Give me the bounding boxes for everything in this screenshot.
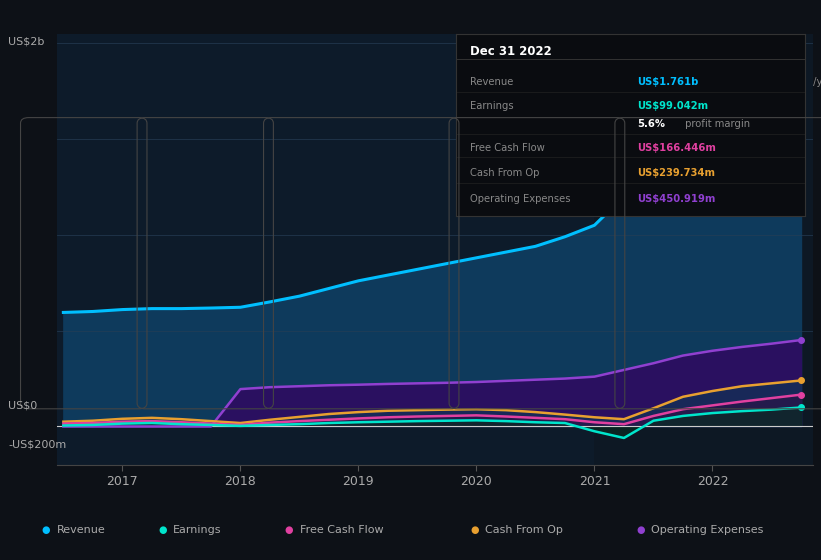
Text: ●: ● — [285, 525, 293, 535]
Text: Revenue: Revenue — [470, 77, 513, 87]
Text: /yr: /yr — [810, 77, 821, 87]
Text: US$239.734m: US$239.734m — [637, 169, 715, 178]
Text: Earnings: Earnings — [173, 525, 222, 535]
Text: -US$200m: -US$200m — [8, 440, 67, 450]
Text: Cash From Op: Cash From Op — [485, 525, 563, 535]
Text: ●: ● — [158, 525, 167, 535]
Text: Earnings: Earnings — [470, 101, 513, 111]
Text: US$450.919m: US$450.919m — [637, 194, 715, 204]
Text: US$99.042m: US$99.042m — [637, 101, 709, 111]
Bar — [594, 34, 813, 465]
Text: ●: ● — [470, 525, 479, 535]
Text: US$166.446m: US$166.446m — [637, 143, 716, 153]
Text: ●: ● — [636, 525, 644, 535]
Text: Free Cash Flow: Free Cash Flow — [300, 525, 383, 535]
Text: Operating Expenses: Operating Expenses — [470, 194, 570, 204]
Text: US$0: US$0 — [8, 400, 38, 410]
Text: US$1.761b: US$1.761b — [637, 77, 699, 87]
Text: Free Cash Flow: Free Cash Flow — [470, 143, 544, 153]
Text: Revenue: Revenue — [57, 525, 105, 535]
Text: US$2b: US$2b — [8, 36, 44, 46]
Text: Dec 31 2022: Dec 31 2022 — [470, 45, 552, 58]
Text: Cash From Op: Cash From Op — [470, 169, 539, 178]
Text: Operating Expenses: Operating Expenses — [651, 525, 764, 535]
Text: ●: ● — [42, 525, 50, 535]
Text: 5.6%: 5.6% — [637, 119, 665, 129]
Text: profit margin: profit margin — [682, 119, 750, 129]
